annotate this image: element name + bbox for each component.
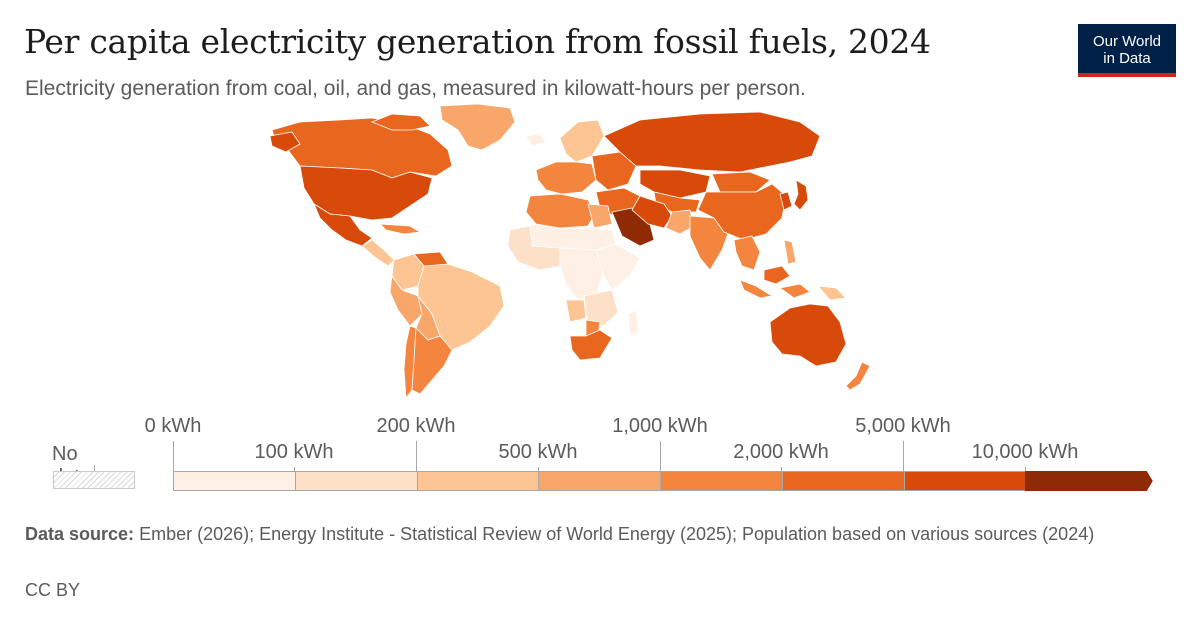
map-region-madagascar[interactable] xyxy=(627,309,639,337)
map-region-southern-africa[interactable] xyxy=(583,289,619,327)
map-region-canada[interactable] xyxy=(370,113,431,131)
map-region-western-europe[interactable] xyxy=(535,161,597,195)
map-region-sahel[interactable] xyxy=(529,223,617,251)
map-region-greenland[interactable] xyxy=(439,103,516,151)
map-region-scandinavia[interactable] xyxy=(559,119,605,163)
legend-tick-line xyxy=(173,441,174,471)
map-region-indonesia[interactable] xyxy=(779,283,811,299)
legend-tick-line xyxy=(903,441,904,471)
map-region-russia[interactable] xyxy=(603,111,821,173)
map-region-philippines[interactable] xyxy=(783,239,797,265)
map-region-southeast-asia[interactable] xyxy=(733,235,761,271)
map-region-argentina[interactable] xyxy=(411,327,453,395)
data-source-label: Data source: xyxy=(25,524,135,544)
legend-bin xyxy=(781,471,904,491)
map-region-pakistan[interactable] xyxy=(665,209,695,235)
logo-line-2: in Data xyxy=(1103,50,1151,67)
map-region-canada[interactable] xyxy=(271,117,453,179)
map-region-egypt[interactable] xyxy=(587,203,613,229)
map-region-east-africa[interactable] xyxy=(595,243,641,291)
data-source-text: Ember (2026); Energy Institute - Statist… xyxy=(139,524,1095,544)
map-region-mongolia[interactable] xyxy=(711,171,771,193)
map-region-peru[interactable] xyxy=(389,274,423,327)
license[interactable]: CC BY xyxy=(25,580,81,600)
legend-bin xyxy=(294,471,417,491)
legend-tick-5000: 5,000 kWh xyxy=(855,415,951,437)
no-data-tick xyxy=(94,465,95,471)
map-region-kazakhstan[interactable] xyxy=(639,169,711,199)
world-map[interactable] xyxy=(0,100,1200,400)
chart-title: Per capita electricity generation from f… xyxy=(24,22,931,61)
no-data-swatch xyxy=(53,471,135,489)
map-region-indonesia[interactable] xyxy=(739,279,774,299)
map-region-mexico[interactable] xyxy=(313,202,373,247)
legend-bin xyxy=(903,471,1026,491)
legend-tick-2000: 2,000 kWh xyxy=(733,441,829,463)
legend-bin-open-ended xyxy=(1025,471,1153,491)
legend-bin xyxy=(660,471,782,491)
map-region-north-africa[interactable] xyxy=(525,193,597,229)
data-source: Data source: Ember (2026); Energy Instit… xyxy=(25,522,1165,547)
map-region-papua-new-guinea[interactable] xyxy=(817,285,847,301)
map-region-australia[interactable] xyxy=(769,303,847,367)
map-region-central-america[interactable] xyxy=(361,239,395,267)
map-region-china[interactable] xyxy=(697,183,787,241)
legend-tick-10000: 10,000 kWh xyxy=(971,441,1079,463)
legend-tick-100: 100 kWh xyxy=(254,441,334,463)
legend-tick-0: 0 kWh xyxy=(144,415,202,437)
legend-tick-line xyxy=(538,467,539,471)
legend-tick-line xyxy=(781,467,782,471)
legend-bin xyxy=(173,471,295,491)
legend-tick-200: 200 kWh xyxy=(376,415,456,437)
map-region-iceland[interactable] xyxy=(525,133,547,147)
owid-logo[interactable]: Our World in Data xyxy=(1078,24,1176,77)
legend-bin xyxy=(416,471,539,491)
map-region-united-states[interactable] xyxy=(269,131,301,153)
legend-tick-line xyxy=(416,441,417,471)
legend-tick-line xyxy=(660,441,661,471)
map-region-japan[interactable] xyxy=(793,179,809,211)
legend-tick-1000: 1,000 kWh xyxy=(612,415,708,437)
logo-line-1: Our World xyxy=(1092,33,1162,50)
map-region-caribbean[interactable] xyxy=(378,223,422,235)
map-region-south-africa[interactable] xyxy=(569,329,613,361)
legend-tick-line xyxy=(294,467,295,471)
chart-subtitle: Electricity generation from coal, oil, a… xyxy=(25,77,806,100)
map-region-saudi-arabia[interactable] xyxy=(611,207,655,247)
legend-bin xyxy=(538,471,660,491)
map-region-new-zealand[interactable] xyxy=(845,361,871,391)
map-region-korea[interactable] xyxy=(779,191,793,211)
legend-tick-500: 500 kWh xyxy=(498,441,578,463)
legend-tick-line xyxy=(1025,467,1026,471)
map-region-angola[interactable] xyxy=(565,299,587,323)
map-region-iran[interactable] xyxy=(631,195,673,229)
map-region-malaysia[interactable] xyxy=(763,265,791,285)
